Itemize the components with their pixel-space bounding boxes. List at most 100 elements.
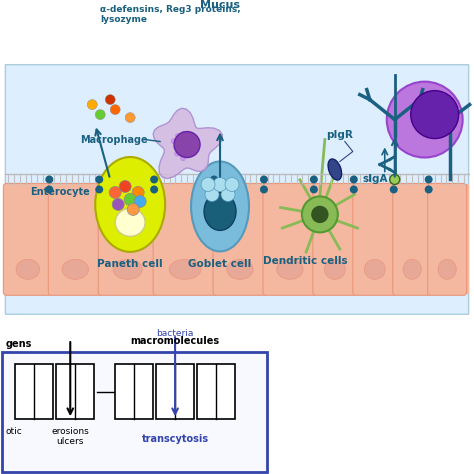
Ellipse shape	[328, 159, 342, 180]
Circle shape	[110, 105, 120, 115]
Ellipse shape	[227, 259, 253, 279]
Circle shape	[174, 140, 180, 145]
Circle shape	[174, 132, 200, 157]
Circle shape	[150, 185, 158, 193]
Circle shape	[187, 152, 192, 157]
Bar	[156, 364, 194, 419]
Circle shape	[196, 142, 201, 147]
Circle shape	[177, 135, 182, 140]
Circle shape	[46, 185, 53, 193]
FancyBboxPatch shape	[98, 183, 157, 295]
Circle shape	[170, 146, 175, 151]
Ellipse shape	[16, 259, 40, 279]
Ellipse shape	[438, 259, 456, 279]
FancyBboxPatch shape	[428, 183, 466, 295]
Circle shape	[425, 175, 433, 183]
FancyBboxPatch shape	[153, 183, 217, 295]
Text: macromolecules: macromolecules	[130, 336, 219, 346]
Circle shape	[127, 203, 139, 215]
Circle shape	[188, 131, 192, 136]
Text: Mucus: Mucus	[200, 0, 240, 10]
Circle shape	[390, 175, 398, 183]
Circle shape	[310, 185, 318, 193]
Text: sIgA: sIgA	[362, 174, 388, 184]
Circle shape	[190, 142, 195, 147]
Ellipse shape	[169, 259, 201, 279]
Ellipse shape	[115, 209, 145, 237]
Circle shape	[390, 174, 400, 184]
Bar	[5, 184, 469, 294]
Text: transcytosis: transcytosis	[142, 434, 209, 444]
Circle shape	[210, 185, 218, 193]
FancyBboxPatch shape	[313, 183, 357, 295]
Circle shape	[46, 175, 53, 183]
Circle shape	[387, 82, 463, 157]
Ellipse shape	[191, 162, 249, 251]
Ellipse shape	[365, 259, 385, 279]
Polygon shape	[153, 108, 222, 179]
Circle shape	[260, 175, 268, 183]
Text: Paneth cell: Paneth cell	[97, 259, 163, 269]
Circle shape	[112, 199, 124, 210]
Circle shape	[210, 175, 218, 183]
FancyBboxPatch shape	[353, 183, 397, 295]
Circle shape	[221, 187, 235, 201]
Ellipse shape	[277, 259, 303, 279]
Circle shape	[182, 134, 186, 139]
Circle shape	[105, 95, 115, 105]
Circle shape	[350, 185, 358, 193]
Circle shape	[312, 207, 328, 222]
Circle shape	[87, 100, 97, 109]
Text: otic: otic	[5, 427, 22, 436]
Circle shape	[260, 185, 268, 193]
Circle shape	[205, 187, 219, 201]
Circle shape	[132, 186, 144, 199]
Text: Goblet cell: Goblet cell	[188, 259, 252, 269]
Circle shape	[194, 149, 199, 154]
Circle shape	[225, 177, 239, 191]
Text: Dendritic cells: Dendritic cells	[263, 256, 347, 266]
Circle shape	[95, 109, 105, 119]
Ellipse shape	[95, 157, 165, 252]
Circle shape	[95, 175, 103, 183]
Circle shape	[193, 136, 198, 140]
Bar	[2, 352, 267, 472]
Circle shape	[109, 186, 121, 199]
Bar	[197, 364, 235, 419]
Circle shape	[201, 177, 215, 191]
Text: gens: gens	[5, 339, 32, 349]
Ellipse shape	[204, 192, 236, 230]
Circle shape	[95, 185, 103, 193]
Circle shape	[119, 181, 131, 192]
Circle shape	[181, 152, 186, 157]
Text: bacteria: bacteria	[156, 329, 194, 338]
Circle shape	[125, 113, 135, 123]
Circle shape	[410, 91, 459, 138]
Ellipse shape	[62, 259, 89, 279]
Text: Enterocyte: Enterocyte	[30, 187, 90, 198]
Text: α-defensins, Reg3 proteins,
lysozyme: α-defensins, Reg3 proteins, lysozyme	[100, 5, 241, 24]
Circle shape	[150, 175, 158, 183]
Ellipse shape	[324, 259, 345, 279]
FancyBboxPatch shape	[393, 183, 432, 295]
Circle shape	[350, 175, 358, 183]
Circle shape	[176, 149, 181, 155]
Circle shape	[213, 177, 227, 191]
Bar	[15, 364, 53, 419]
Ellipse shape	[403, 259, 421, 279]
FancyBboxPatch shape	[213, 183, 267, 295]
Text: Macrophage: Macrophage	[80, 135, 148, 145]
FancyBboxPatch shape	[263, 183, 317, 295]
Ellipse shape	[113, 259, 142, 279]
Circle shape	[124, 193, 136, 205]
FancyBboxPatch shape	[5, 64, 469, 314]
FancyBboxPatch shape	[48, 183, 102, 295]
Circle shape	[134, 195, 146, 208]
Circle shape	[310, 175, 318, 183]
Text: erosions
ulcers: erosions ulcers	[51, 427, 89, 447]
Circle shape	[390, 185, 398, 193]
Text: pIgR: pIgR	[327, 129, 353, 139]
Circle shape	[302, 196, 338, 232]
Circle shape	[425, 185, 433, 193]
Bar	[115, 364, 153, 419]
